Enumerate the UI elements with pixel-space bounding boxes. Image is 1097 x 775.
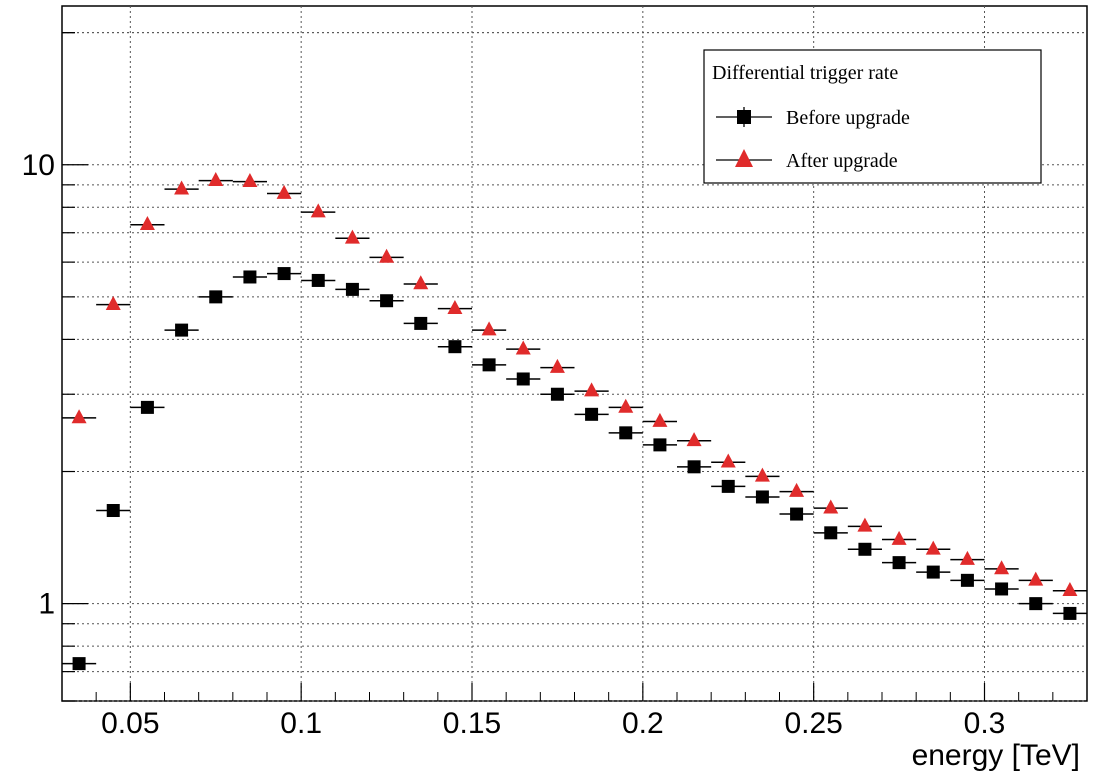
data-point-triangle bbox=[549, 358, 565, 373]
data-point-square bbox=[345, 282, 359, 296]
data-point-triangle bbox=[1062, 582, 1078, 597]
data-point-square bbox=[926, 565, 940, 579]
data-point-square bbox=[1063, 606, 1077, 620]
data-point-triangle bbox=[891, 530, 907, 545]
data-point-square bbox=[414, 316, 428, 330]
data-point-square bbox=[380, 294, 394, 308]
legend-title: Differential trigger rate bbox=[712, 62, 898, 84]
data-point-square bbox=[755, 490, 769, 504]
x-tick-labels: 0.05 0.1 0.15 0.2 0.25 0.3 bbox=[101, 707, 1005, 740]
data-point-square bbox=[790, 507, 804, 521]
legend-entry: After upgrade bbox=[716, 149, 898, 172]
data-point-triangle bbox=[754, 467, 770, 482]
data-point-triangle bbox=[481, 321, 497, 336]
data-point-square bbox=[72, 657, 86, 671]
data-point-triangle bbox=[174, 180, 190, 195]
data-point-triangle bbox=[618, 398, 634, 413]
data-point-triangle bbox=[959, 550, 975, 565]
series-after-upgrade bbox=[62, 171, 1087, 597]
data-point-triangle bbox=[105, 295, 121, 310]
x-tick-label: 0.3 bbox=[964, 707, 1006, 740]
x-tick-label: 0.25 bbox=[784, 707, 842, 740]
y-tick-label: 1 bbox=[38, 588, 55, 621]
y-tick-labels: 1 10 bbox=[22, 149, 55, 621]
data-point-triangle bbox=[139, 216, 155, 231]
data-point-triangle bbox=[447, 299, 463, 314]
x-axis-label: energy [TeV] bbox=[912, 739, 1080, 772]
data-point-square bbox=[516, 372, 530, 386]
data-point-triangle bbox=[413, 275, 429, 290]
legend-label: Before upgrade bbox=[786, 107, 910, 129]
data-point-square bbox=[858, 542, 872, 556]
y-tick-label: 10 bbox=[22, 149, 55, 182]
data-point-square bbox=[209, 290, 223, 304]
axis-ticks bbox=[61, 32, 1088, 702]
data-point-triangle bbox=[1028, 571, 1044, 586]
legend: Differential trigger rate Before upgrade… bbox=[703, 49, 1042, 184]
data-point-square bbox=[995, 582, 1009, 596]
x-tick-label: 0.1 bbox=[280, 707, 322, 740]
data-point-square bbox=[824, 526, 838, 540]
data-point-triangle bbox=[925, 540, 941, 555]
x-tick-label: 0.05 bbox=[101, 707, 159, 740]
data-point-triangle bbox=[584, 382, 600, 397]
data-point-square bbox=[721, 479, 735, 493]
data-point-square bbox=[585, 407, 599, 421]
data-point-square bbox=[892, 556, 906, 570]
legend-entry: Before upgrade bbox=[716, 107, 910, 129]
data-point-triangle bbox=[208, 171, 224, 186]
data-points bbox=[62, 171, 1087, 671]
data-point-triangle bbox=[276, 184, 292, 199]
data-point-square bbox=[277, 267, 291, 281]
x-tick-label: 0.2 bbox=[622, 707, 664, 740]
data-point-triangle bbox=[686, 432, 702, 447]
legend-marker-square bbox=[737, 110, 751, 124]
data-point-square bbox=[482, 358, 496, 372]
data-point-triangle bbox=[310, 203, 326, 218]
data-point-triangle bbox=[515, 340, 531, 355]
legend-entries: Before upgrade After upgrade bbox=[716, 107, 910, 172]
data-point-triangle bbox=[857, 517, 873, 532]
data-point-triangle bbox=[720, 453, 736, 468]
data-point-square bbox=[619, 426, 633, 440]
data-point-square bbox=[311, 273, 325, 287]
legend-label: After upgrade bbox=[786, 150, 898, 172]
data-point-square bbox=[653, 438, 667, 452]
data-point-triangle bbox=[652, 412, 668, 427]
data-point-square bbox=[448, 340, 462, 354]
data-point-square bbox=[960, 573, 974, 587]
legend-marker-triangle bbox=[735, 149, 753, 167]
data-point-square bbox=[106, 504, 120, 518]
data-point-square bbox=[550, 387, 564, 401]
data-point-triangle bbox=[379, 248, 395, 263]
data-point-square bbox=[243, 270, 257, 284]
data-point-triangle bbox=[789, 482, 805, 497]
data-point-square bbox=[140, 400, 154, 414]
series-before-upgrade bbox=[62, 267, 1087, 671]
data-point-triangle bbox=[994, 560, 1010, 575]
data-point-triangle bbox=[823, 499, 839, 514]
data-point-square bbox=[687, 460, 701, 474]
data-point-square bbox=[175, 323, 189, 337]
x-tick-label: 0.15 bbox=[443, 707, 501, 740]
data-point-triangle bbox=[242, 173, 258, 188]
data-point-triangle bbox=[344, 229, 360, 244]
data-point-square bbox=[1029, 597, 1043, 611]
data-point-triangle bbox=[71, 409, 87, 424]
